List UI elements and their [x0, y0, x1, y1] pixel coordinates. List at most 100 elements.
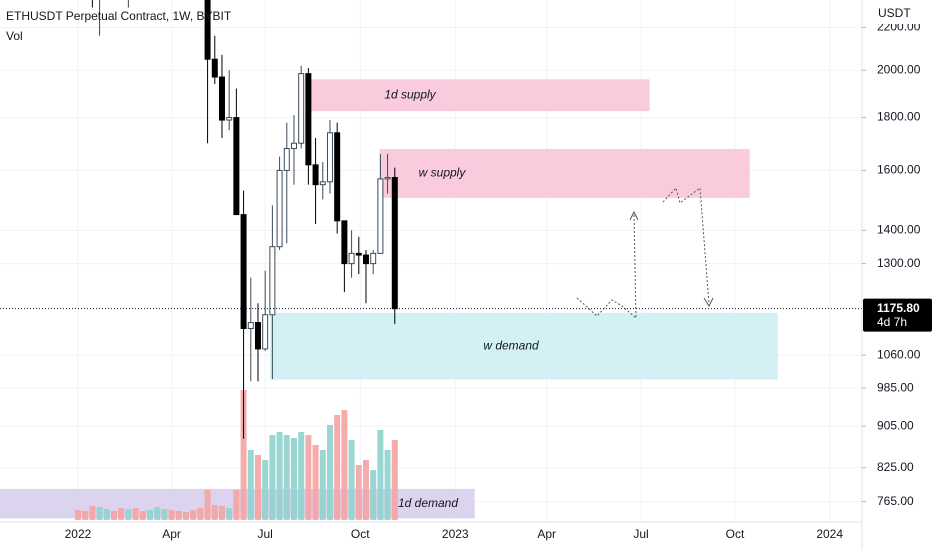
candle-body	[326, 132, 333, 183]
volume-bar	[240, 390, 247, 520]
volume-bar	[125, 509, 132, 520]
volume-bar	[89, 506, 96, 520]
x-tick-label: Apr	[537, 527, 556, 541]
candle-body	[269, 246, 276, 316]
y-tick-label: 1800.00	[877, 110, 921, 124]
volume-bar	[377, 430, 384, 520]
y-tick-label: 985.00	[877, 380, 914, 394]
volume-bar	[211, 505, 218, 520]
volume-bar	[262, 460, 269, 520]
candle-body	[341, 220, 348, 265]
x-tick-label: Apr	[162, 527, 181, 541]
zone-label: 1d demand	[398, 496, 458, 510]
chart-subtitle: Vol	[6, 29, 23, 43]
chart-title: ETHUSDT Perpetual Contract, 1W, BYBIT	[6, 9, 232, 23]
volume-bar	[326, 425, 333, 520]
volume-bar	[355, 465, 362, 520]
volume-bar	[247, 450, 254, 520]
volume-bar	[161, 509, 168, 520]
candle-body	[283, 148, 290, 171]
arrow-head	[629, 210, 639, 221]
volume-bar	[118, 508, 125, 520]
axes: 2200.002000.001800.001600.001400.001300.…	[65, 0, 932, 541]
candle-body	[391, 176, 398, 310]
volume-bar	[305, 435, 312, 520]
volume-bar	[226, 508, 233, 520]
volume-bar	[110, 511, 117, 520]
grid	[0, 0, 862, 522]
zone-label: w supply	[419, 166, 467, 180]
candle-body	[226, 117, 233, 121]
volume-bar	[139, 511, 146, 520]
projection-path	[576, 213, 637, 320]
volume-bar	[190, 510, 197, 520]
axis-unit: USDT	[878, 6, 911, 20]
candle-body	[276, 169, 283, 248]
y-tick-label: 1060.00	[877, 347, 921, 361]
candle-body	[384, 176, 391, 180]
zone-labels: 1d supply w supply w demand 1d demand	[384, 87, 539, 509]
candle-body	[370, 252, 377, 265]
last-price-box	[863, 298, 932, 332]
candle-body	[355, 252, 362, 256]
y-tick-label: 1300.00	[877, 256, 921, 270]
volume-bar	[312, 445, 319, 520]
candle-body	[290, 142, 297, 150]
volume-bar	[370, 470, 377, 520]
candle-body	[240, 214, 247, 330]
candles	[91, 0, 398, 439]
volume-bar	[283, 435, 290, 520]
last-price-label: 1175.80	[877, 301, 920, 315]
volume-bar	[298, 432, 305, 520]
volume-bar	[168, 510, 175, 520]
candle-body	[305, 73, 312, 166]
y-tick-label: 825.00	[877, 460, 914, 474]
candle-body	[218, 76, 225, 121]
candle-body	[348, 252, 355, 265]
candle-body	[211, 58, 218, 78]
y-tick-label: 2000.00	[877, 62, 921, 76]
volume-bar	[132, 508, 139, 520]
volume-bar	[82, 511, 89, 520]
y-tick-label: 1600.00	[877, 163, 921, 177]
volume-bar	[197, 508, 204, 520]
zone	[309, 79, 650, 112]
x-tick-label: 2024	[816, 527, 843, 541]
volume-bar	[182, 512, 189, 520]
volume-bar	[74, 510, 81, 520]
zone	[270, 312, 778, 380]
y-tick-label: 905.00	[877, 418, 914, 432]
candle-body	[204, 0, 211, 60]
volume-pane	[74, 390, 398, 520]
volume-bar	[319, 450, 326, 520]
y-tick-label: 1400.00	[877, 223, 921, 237]
volume-bar	[254, 455, 261, 520]
volume-bar	[96, 507, 103, 520]
volume-bar	[384, 450, 391, 520]
zone	[379, 149, 750, 198]
x-tick-label: Jul	[258, 527, 273, 541]
volume-bar	[334, 415, 341, 520]
volume-bar	[362, 460, 369, 520]
candle-body	[298, 73, 305, 144]
volume-bar	[175, 511, 182, 520]
arrow-head	[703, 297, 714, 308]
x-tick-label: 2022	[65, 527, 92, 541]
candle-body	[362, 254, 369, 265]
candle-body	[233, 117, 240, 216]
volume-bar	[348, 440, 355, 520]
candle-body	[254, 322, 261, 350]
candle-body	[319, 181, 326, 186]
volume-bar	[154, 507, 161, 520]
zone-label: 1d supply	[384, 87, 436, 101]
candle-body	[377, 178, 384, 254]
y-tick-label: 765.00	[877, 494, 914, 508]
projection-path	[662, 186, 710, 305]
x-tick-label: Oct	[726, 527, 745, 541]
volume-bar	[204, 490, 211, 520]
countdown: 4d 7h	[877, 315, 907, 329]
volume-bar	[391, 440, 398, 520]
